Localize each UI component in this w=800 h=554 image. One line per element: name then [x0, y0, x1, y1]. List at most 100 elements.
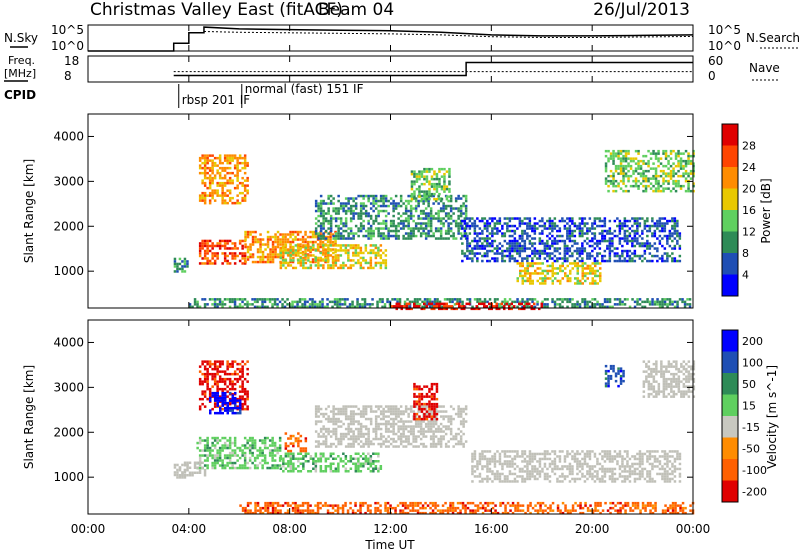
heatmap-cell [427, 202, 430, 205]
heatmap-cell [584, 272, 587, 275]
heatmap-cell [419, 442, 423, 446]
heatmap-cell [241, 196, 244, 200]
heatmap-cell [518, 219, 522, 223]
heatmap-cell [420, 392, 424, 396]
heatmap-cell [603, 300, 607, 304]
heatmap-cell [337, 465, 340, 468]
heatmap-cell [389, 224, 393, 228]
heatmap-cell [346, 298, 349, 301]
heatmap-cell [425, 177, 429, 181]
heatmap-cell [236, 362, 239, 366]
heatmap-cell [412, 227, 415, 230]
heatmap-cell [483, 254, 487, 258]
heatmap-cell [367, 435, 370, 438]
heatmap-cell [261, 260, 265, 264]
heatmap-cell [466, 249, 469, 253]
heatmap-cell [213, 244, 217, 248]
heatmap-cell [359, 212, 363, 215]
heatmap-cell [349, 445, 353, 448]
heatmap-cell [546, 272, 549, 275]
heatmap-cell [404, 232, 408, 235]
heatmap-cell [417, 222, 420, 225]
heatmap-cell [661, 224, 664, 228]
heatmap-cell [228, 300, 232, 304]
heatmap-cell [231, 365, 234, 368]
heatmap-cell [261, 441, 264, 445]
heatmap-cell [651, 234, 654, 238]
heatmap-cell [228, 199, 232, 202]
heatmap-cell [223, 154, 227, 157]
heatmap-cell [238, 449, 242, 452]
heatmap-cell [518, 222, 522, 225]
heatmap-cell [276, 255, 280, 259]
heatmap-cell [271, 248, 275, 251]
heatmap-cell [689, 159, 693, 163]
heatmap-cell [208, 239, 212, 243]
heatmap-cell [392, 209, 395, 213]
heatmap-cell [327, 227, 330, 230]
heatmap-cell [447, 199, 450, 203]
heatmap-cell [387, 435, 390, 438]
heatmap-cell [584, 262, 587, 265]
heatmap-cell [367, 457, 370, 460]
heatmap-cell [611, 305, 614, 309]
heatmap-cell [282, 457, 285, 460]
heatmap-cell [439, 234, 443, 238]
heatmap-cell [457, 209, 460, 213]
heatmap-cell [337, 199, 340, 203]
heatmap-cell [208, 199, 212, 202]
heatmap-cell [417, 420, 420, 423]
heatmap-cell [279, 264, 283, 267]
heatmap-cell [676, 222, 679, 225]
heatmap-cell [289, 455, 293, 458]
heatmap-cell [586, 237, 589, 240]
heatmap-cell [354, 204, 358, 208]
heatmap-cell [637, 152, 640, 155]
heatmap-cell [387, 410, 390, 413]
heatmap-cell [203, 252, 207, 255]
heatmap-cell [236, 174, 239, 177]
heatmap-cell [228, 159, 232, 162]
heatmap-cell [347, 251, 350, 255]
heatmap-cell [444, 212, 448, 215]
heatmap-cell [218, 365, 222, 368]
heatmap-cell [261, 255, 265, 259]
heatmap-cell [324, 212, 328, 215]
heatmap-cell [654, 167, 658, 170]
heatmap-cell [372, 251, 375, 255]
heatmap-cell [409, 204, 413, 208]
heatmap-cell [276, 449, 279, 452]
heatmap-cell [471, 217, 474, 220]
heatmap-cell [571, 303, 574, 306]
heatmap-cell [311, 230, 315, 234]
heatmap-cell [317, 207, 320, 210]
heatmap-cell [231, 171, 234, 175]
heatmap-cell [591, 267, 594, 270]
heatmap-cell [218, 380, 222, 383]
heatmap-cell [211, 372, 214, 376]
heatmap-cell [478, 232, 482, 235]
heatmap-cell [397, 435, 400, 438]
heatmap-cell [402, 445, 405, 448]
heatmap-cell [397, 412, 400, 416]
heatmap-cell [352, 264, 355, 267]
heatmap-cell [287, 455, 290, 458]
heatmap-cell [367, 462, 370, 465]
heatmap-cell [319, 427, 323, 431]
heatmap-cell [486, 249, 489, 253]
heatmap-cell [238, 242, 242, 245]
heatmap-cell [559, 269, 562, 273]
heatmap-cell [676, 232, 679, 235]
heatmap-cell [241, 402, 244, 406]
heatmap-cell [311, 248, 315, 251]
heatmap-cell [636, 224, 639, 228]
heatmap-cell [521, 300, 524, 304]
heatmap-cell [339, 246, 343, 250]
heatmap-cell [356, 303, 359, 306]
heatmap-cell [364, 249, 368, 252]
heatmap-cell [586, 305, 589, 309]
heatmap-cell [223, 184, 227, 187]
heatmap-cell [236, 411, 239, 415]
heatmap-cell [198, 439, 202, 442]
heatmap-cell [654, 179, 658, 183]
